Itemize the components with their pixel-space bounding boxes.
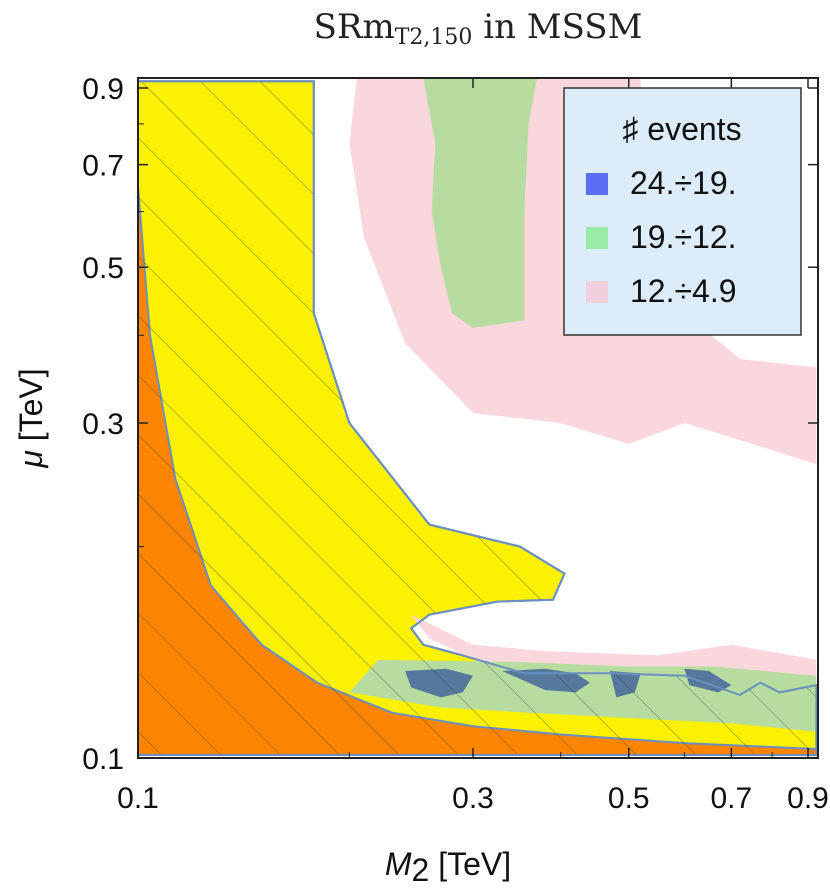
legend-entry-label: 12.÷4.9 bbox=[630, 273, 737, 309]
x-axis-label: M2 [TeV] bbox=[385, 846, 511, 888]
legend-swatch bbox=[586, 173, 608, 195]
x-tick-label: 0.1 bbox=[117, 782, 159, 815]
ticks-layer: 0.1 0.3 0.5 0.7 0.9 0.1 0.3 0.5 0.7 0.9 bbox=[82, 73, 829, 815]
legend-entry-label: 24.÷19. bbox=[630, 165, 737, 201]
x-tick-label: 0.5 bbox=[608, 782, 650, 815]
y-tick-label: 0.5 bbox=[82, 252, 124, 285]
contour-green-region bbox=[423, 78, 537, 328]
y-tick-label: 0.7 bbox=[82, 150, 124, 183]
legend: ♯ events 24.÷19. 19.÷12. 12.÷4.9 bbox=[563, 87, 802, 336]
y-tick-label: 0.3 bbox=[82, 408, 124, 441]
x-axis-unit: [TeV] bbox=[429, 846, 511, 882]
x-axis-subscript: 2 bbox=[412, 852, 430, 888]
legend-title: ♯ events bbox=[622, 111, 741, 147]
legend-swatch bbox=[586, 281, 608, 303]
x-tick-label: 0.7 bbox=[711, 782, 753, 815]
y-axis-label: μ [TeV] bbox=[13, 368, 49, 468]
chart-title-suffix: in MSSM bbox=[472, 7, 642, 47]
plot-frame bbox=[137, 77, 819, 759]
chart-title: SRmT2,150 in MSSM bbox=[314, 7, 643, 50]
chart-title-main: SRm bbox=[314, 7, 395, 47]
legend-swatch bbox=[586, 227, 608, 249]
y-axis-symbol: μ bbox=[13, 450, 49, 469]
x-tick-label: 0.9 bbox=[787, 782, 829, 815]
y-tick-label: 0.1 bbox=[82, 743, 124, 776]
legend-entry-label: 19.÷12. bbox=[630, 219, 737, 255]
x-axis-symbol: M bbox=[385, 846, 412, 882]
x-tick-label: 0.3 bbox=[452, 782, 494, 815]
chart-title-subscript: T2,150 bbox=[395, 25, 473, 50]
hatch-overlay bbox=[138, 80, 818, 756]
y-tick-label: 0.9 bbox=[82, 73, 124, 106]
y-axis-unit: [TeV] bbox=[13, 368, 49, 450]
legend-entries: 24.÷19. 19.÷12. 12.÷4.9 bbox=[586, 165, 737, 309]
